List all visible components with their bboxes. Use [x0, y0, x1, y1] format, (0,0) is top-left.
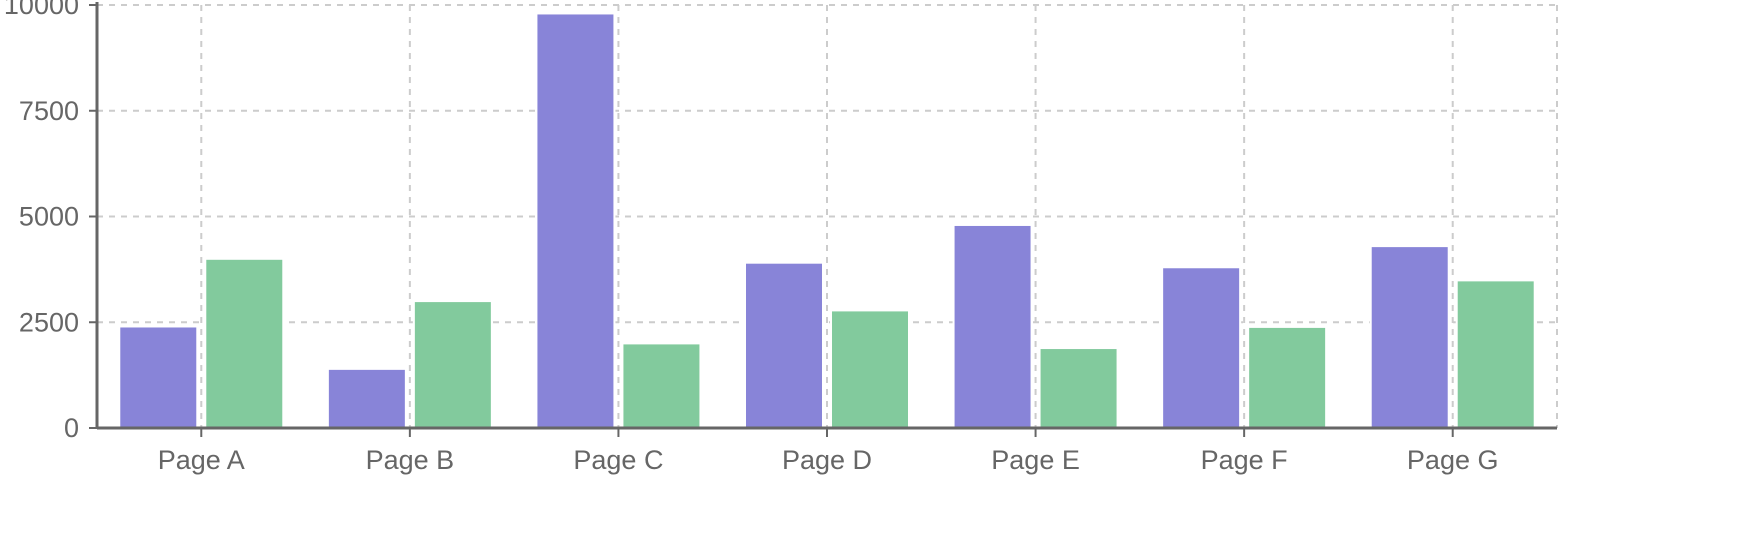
- bar-series2-page-e: [1038, 347, 1119, 430]
- y-tick-label: 5000: [19, 202, 79, 232]
- bar-series2-page-b: [412, 300, 493, 430]
- x-tick-label: Page E: [991, 445, 1080, 475]
- bar-series1-page-e: [952, 223, 1033, 429]
- y-tick-label: 0: [64, 413, 79, 443]
- grid: [97, 4, 1558, 428]
- bar-series1-page-a: [118, 325, 199, 430]
- x-tick-label: Page G: [1407, 445, 1499, 475]
- x-tick-label: Page C: [573, 445, 663, 475]
- bars: [118, 12, 1536, 430]
- bar-series2-page-f: [1247, 325, 1328, 430]
- x-tick-label: Page B: [366, 445, 455, 475]
- x-tick-label: Page F: [1201, 445, 1288, 475]
- bar-series2-page-a: [204, 257, 285, 429]
- y-tick-label: 7500: [19, 96, 79, 126]
- bar-series1-page-c: [535, 12, 616, 430]
- bar-series1-page-g: [1369, 245, 1450, 429]
- x-tick-label: Page A: [158, 445, 245, 475]
- y-tick-label: 2500: [19, 307, 79, 337]
- bar-series1-page-d: [744, 261, 824, 429]
- bar-series1-page-b: [326, 367, 407, 429]
- bar-series2-page-g: [1455, 279, 1536, 429]
- bar-series2-page-d: [830, 309, 910, 430]
- axes: 0 2500 5000 7500 10000 Page A Page B Page C Page…: [4, 0, 1557, 475]
- y-tick-label: 10000: [4, 0, 79, 20]
- bar-series1-page-f: [1161, 266, 1242, 430]
- bar-series2-page-c: [621, 342, 702, 429]
- x-tick-label: Page D: [782, 445, 872, 475]
